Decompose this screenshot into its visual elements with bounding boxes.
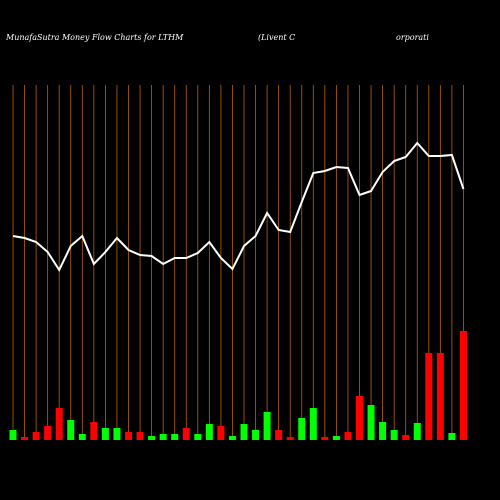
volume-bar — [125, 432, 132, 440]
volume-bar — [275, 430, 283, 440]
volume-bar — [32, 432, 40, 440]
volume-bar — [402, 435, 410, 440]
volume-bar — [194, 434, 202, 440]
volume-bar — [90, 422, 98, 440]
volume-bar — [148, 436, 156, 440]
volume-bar — [425, 353, 433, 440]
volume-bar — [217, 426, 225, 440]
volume-bar — [459, 331, 467, 440]
volume-bar — [205, 424, 213, 440]
volume-bar — [78, 434, 86, 440]
volume-bar — [21, 437, 29, 440]
volume-bar — [228, 436, 236, 440]
volume-bar — [44, 426, 52, 440]
chart-subtitle: orporati — [396, 33, 429, 42]
volume-bar — [356, 396, 363, 440]
volume-bar — [55, 408, 63, 440]
volume-bar — [390, 430, 398, 440]
volume-bar — [136, 432, 144, 440]
volume-bar — [379, 422, 387, 440]
volume-bar — [101, 428, 109, 440]
volume-bar — [332, 436, 340, 440]
volume-bar — [240, 424, 248, 440]
volume-bar — [448, 433, 456, 440]
volume-bar — [9, 430, 17, 440]
volume-bar — [263, 412, 271, 440]
volume-bar — [298, 418, 306, 440]
volume-bar — [309, 408, 317, 440]
volume-bar — [159, 434, 167, 440]
volume-bar — [321, 437, 329, 440]
volume-bar — [67, 420, 75, 440]
volume-bar — [344, 432, 352, 440]
volume-bar — [436, 353, 444, 440]
volume-bar — [367, 405, 375, 440]
volume-bar — [286, 437, 294, 440]
volume-bar — [171, 434, 179, 440]
volume-bar — [113, 428, 121, 440]
volume-bar — [182, 428, 190, 440]
volume-bar — [413, 423, 421, 440]
price-line — [12, 141, 465, 273]
chart-subtitle: (Livent C — [258, 33, 295, 42]
chart-title: MunafaSutra Money Flow Charts for LTHM — [5, 33, 184, 42]
volume-bar — [252, 430, 260, 440]
